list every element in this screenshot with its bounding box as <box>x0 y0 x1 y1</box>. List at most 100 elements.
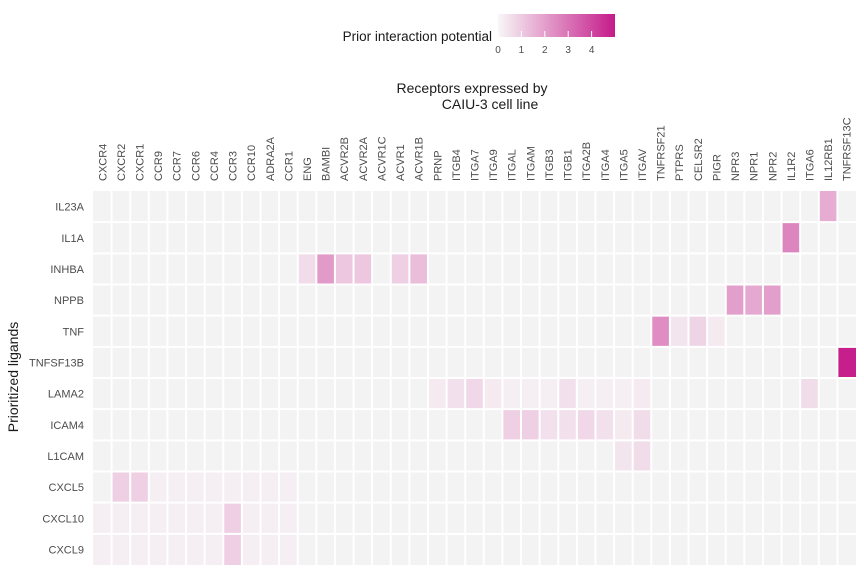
heatmap-cell-TNF-CELSR2 <box>688 315 708 347</box>
x-tick-label-ITGA7: ITGA7 <box>470 149 482 181</box>
y-tick-label-TNF: TNF <box>63 326 85 338</box>
x-tick-label-NPR1: NPR1 <box>749 152 761 181</box>
heatmap-cell-L1CAM-ITGA5 <box>614 440 633 472</box>
x-axis-tick-labels: CXCR4 CXCR2 CXCR1 CCR9 CCR7 CCR6 CCR4 CCR3 CCR10… <box>97 117 853 181</box>
x-tick-label-ITGA6: ITGA6 <box>804 149 816 181</box>
heatmap-cell-LAMA2-ITGB1 <box>558 378 577 410</box>
heatmap-cell-CXCL10-CCR10 <box>241 502 261 534</box>
heatmap-cell-LAMA2-ITGA9 <box>483 378 503 410</box>
heatmap-cell-TNF-PIGR <box>707 315 726 347</box>
heatmap-cell-CXCL10-CCR3 <box>223 502 242 534</box>
x-tick-label-ITGAM: ITGAM <box>525 146 537 181</box>
heatmap-cell-CXCL10-CCR6 <box>186 502 205 534</box>
heatmap-cell-CXCL9-ADRA2A <box>260 533 280 565</box>
heatmap-cell-LAMA2-ITGA5 <box>614 378 633 410</box>
heatmap-cell-ICAM4-ITGB3 <box>539 409 559 441</box>
heatmap-cell-CXCL10-CXCR4 <box>93 502 112 534</box>
heatmap-cell-ICAM4-ITGAV <box>632 409 652 441</box>
heatmap-cell-INHBA-ENG <box>297 253 317 285</box>
x-tick-label-ACVR1C: ACVR1C <box>376 136 388 181</box>
heatmap-cell-INHBA-BAMBI <box>316 253 335 285</box>
legend-ticks: 0 1 2 3 4 <box>495 31 595 56</box>
heatmap-cell-TNF-TNFRSF21 <box>651 315 670 347</box>
chart-title: Receptors expressed by CAIU-3 cell line <box>397 80 548 112</box>
x-tick-label-ITGA2B: ITGA2B <box>581 142 593 181</box>
heatmap-cell-CXCL5-CXCR1 <box>130 471 149 503</box>
heatmap-cell-CXCL9-CXCR2 <box>111 533 131 565</box>
heatmap-cell-CXCL5-CCR6 <box>186 471 205 503</box>
heatmap-cell-CXCL5-ADRA2A <box>260 471 280 503</box>
y-tick-label-LAMA2: LAMA2 <box>48 389 84 401</box>
y-tick-label-NPPB: NPPB <box>54 295 84 307</box>
x-tick-label-NPR2: NPR2 <box>767 152 779 181</box>
heatmap-cell-ICAM4-ITGA5 <box>614 409 633 441</box>
y-tick-label-IL23A: IL23A <box>55 202 84 214</box>
x-tick-label-IL1R2: IL1R2 <box>786 152 798 181</box>
x-tick-label-CCR3: CCR3 <box>228 151 240 181</box>
heatmap-cell-NPPB-NPR3 <box>725 284 745 316</box>
x-tick-label-ITGAL: ITGAL <box>507 149 519 181</box>
heatmap-cell-CXCL10-CXCR2 <box>111 502 131 534</box>
heatmap-cell-CXCL9-CCR9 <box>148 533 168 565</box>
x-tick-label-TNFRSF21: TNFRSF21 <box>656 125 668 181</box>
y-tick-label-TNFSF13B: TNFSF13B <box>29 357 84 369</box>
heatmap-cell-NPPB-NPR2 <box>762 284 782 316</box>
legend-tick-label: 3 <box>565 45 571 56</box>
y-tick-label-CXCL5: CXCL5 <box>49 482 84 494</box>
heatmap-cell-CXCL5-CCR10 <box>241 471 261 503</box>
x-tick-label-ITGB4: ITGB4 <box>451 149 463 181</box>
heatmap-cell-CXCL9-CCR1 <box>279 533 298 565</box>
legend-tick-label: 1 <box>519 45 525 56</box>
heatmap-cell-INHBA-ACVR2B <box>334 253 354 285</box>
heatmap-cell-TNF-PTPRS <box>669 315 689 347</box>
x-tick-label-ACVR1B: ACVR1B <box>414 137 426 181</box>
heatmap-cell-CXCL5-CCR9 <box>148 471 168 503</box>
heatmap-cell-ICAM4-ITGAL <box>502 409 522 441</box>
x-tick-label-CXCR1: CXCR1 <box>135 144 147 181</box>
heatmap-cell-ICAM4-ITGAM <box>521 409 540 441</box>
heatmap-cell-CXCL9-CCR7 <box>167 533 187 565</box>
x-tick-label-ITGB1: ITGB1 <box>563 149 575 181</box>
heatmap-cell-L1CAM-ITGAV <box>632 440 652 472</box>
x-tick-label-PTPRS: PTPRS <box>674 144 686 181</box>
x-tick-label-CXCR4: CXCR4 <box>97 144 109 181</box>
heatmap-cell-TNFSF13B-TNFRSF13C <box>837 346 856 378</box>
heatmap-cell-CXCL10-CXCR1 <box>130 502 149 534</box>
x-tick-label-CCR6: CCR6 <box>190 151 202 181</box>
legend-colorbar <box>498 14 615 37</box>
x-tick-label-CCR1: CCR1 <box>283 151 295 181</box>
heatmap-cell-CXCL10-CCR4 <box>204 502 224 534</box>
x-tick-label-ACVR2B: ACVR2B <box>339 137 351 181</box>
heatmap-cell-CXCL10-CCR1 <box>279 502 298 534</box>
heatmap-cell-LAMA2-ITGB4 <box>446 378 466 410</box>
heatmap-cell-CXCL9-CXCR1 <box>130 533 149 565</box>
heatmap-cell-CXCL10-CCR7 <box>167 502 187 534</box>
x-tick-label-ITGA4: ITGA4 <box>600 149 612 181</box>
heatmap-cell-LAMA2-ITGAL <box>502 378 522 410</box>
x-tick-label-CCR4: CCR4 <box>209 151 221 181</box>
heatmap-cell-IL1A-IL1R2 <box>781 222 801 254</box>
heatmap-cell-LAMA2-ITGA4 <box>595 378 615 410</box>
heatmap-cell-CXCL5-CCR1 <box>279 471 298 503</box>
x-tick-label-NPR3: NPR3 <box>730 152 742 181</box>
heatmap-cell-LAMA2-ITGA6 <box>800 378 819 410</box>
x-tick-label-ACVR1: ACVR1 <box>395 144 407 181</box>
y-tick-label-CXCL10: CXCL10 <box>42 513 84 525</box>
y-tick-label-IL1A: IL1A <box>61 233 84 245</box>
heatmap-cell-ICAM4-ITGA2B <box>576 409 596 441</box>
heatmap-cell-LAMA2-PRNP <box>427 378 447 410</box>
y-tick-label-INHBA: INHBA <box>50 264 84 276</box>
heatmap-cell-NPPB-NPR1 <box>744 284 763 316</box>
chart-title-line-1: Receptors expressed by <box>397 80 548 96</box>
legend-tick-label: 4 <box>589 45 595 56</box>
x-tick-label-ITGA5: ITGA5 <box>618 149 630 181</box>
x-tick-label-CCR10: CCR10 <box>246 145 258 181</box>
heatmap-cell-INHBA-ACVR1B <box>409 253 428 285</box>
heatmap-cell-CXCL10-CCR9 <box>148 502 168 534</box>
x-tick-label-ADRA2A: ADRA2A <box>265 136 277 181</box>
heatmap-cells <box>93 191 856 565</box>
y-tick-label-CXCL9: CXCL9 <box>49 544 84 556</box>
heatmap-cell-CXCL9-CCR4 <box>204 533 224 565</box>
heatmap-cell-LAMA2-ITGAM <box>521 378 540 410</box>
